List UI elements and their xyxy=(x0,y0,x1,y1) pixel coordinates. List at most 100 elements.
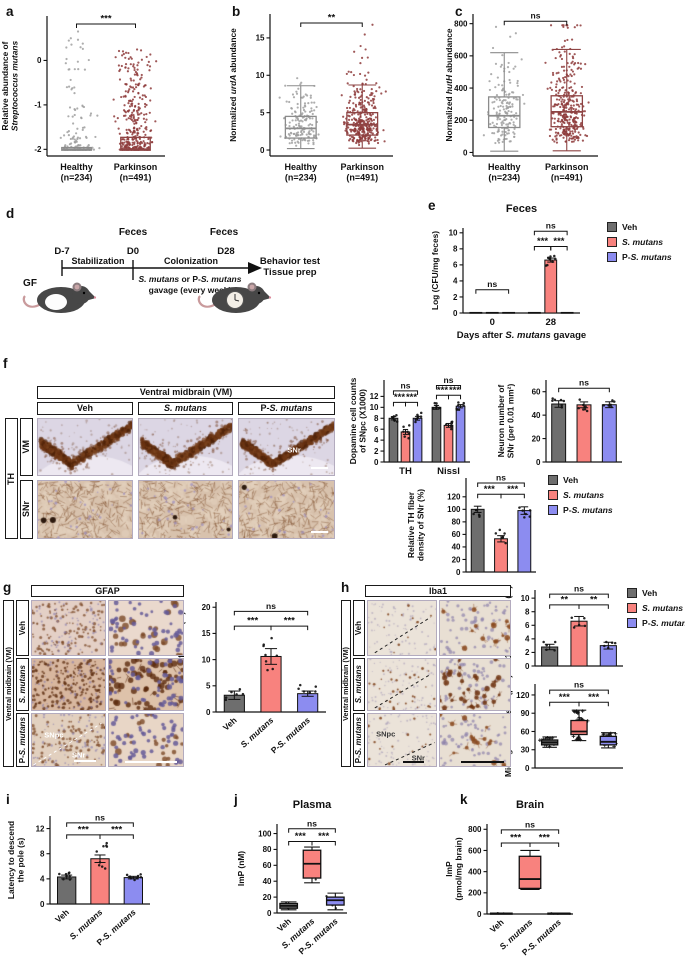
svg-text:200: 200 xyxy=(468,889,482,898)
svg-text:0: 0 xyxy=(490,317,495,328)
svg-text:8: 8 xyxy=(453,245,458,254)
svg-text:8: 8 xyxy=(525,608,530,617)
micrograph-gfap-veh-high xyxy=(108,600,184,656)
svg-text:ns: ns xyxy=(525,819,535,829)
svg-text:Feces: Feces xyxy=(506,203,537,215)
f-row-label-vm-text: VM xyxy=(21,440,31,454)
f-row-label-snr: SNr xyxy=(20,480,33,539)
svg-text:GF: GF xyxy=(23,278,37,289)
svg-text:90: 90 xyxy=(521,709,530,718)
svg-text:28: 28 xyxy=(545,317,556,328)
legend-groups-e: Veh S. mutans P-S. mutans xyxy=(607,219,672,264)
svg-text:600: 600 xyxy=(454,52,468,61)
svg-text:***: *** xyxy=(507,484,518,495)
svg-text:Dopamine cell counts: Dopamine cell counts xyxy=(348,377,358,464)
svg-text:0: 0 xyxy=(456,568,461,577)
svg-text:***: *** xyxy=(100,14,111,25)
chart-feces-cfu: Feces 0 2 4 6 8 10 Log (CFU/mg feces) ns *** *** ns… xyxy=(430,203,586,341)
svg-text:0: 0 xyxy=(536,458,541,467)
chart-microglia-soma-size: 0306090120Microglia soma size (µm²)*****… xyxy=(503,675,623,777)
svg-text:D28: D28 xyxy=(217,246,234,257)
legend-groups-f: Veh S. mutans P-S. mutans xyxy=(548,472,613,517)
svg-text:Latency to descend: Latency to descend xyxy=(6,821,16,899)
micrograph-gfap-s-mutans-low xyxy=(31,658,106,711)
micrograph-region-label: SNr xyxy=(287,445,301,455)
svg-text:400: 400 xyxy=(454,84,468,93)
legend-item-0: Veh xyxy=(627,585,685,600)
svg-text:***: *** xyxy=(537,236,548,247)
svg-text:60: 60 xyxy=(263,861,272,870)
g-row-label-text: P-S. mutans xyxy=(17,716,27,764)
legend-label: S. mutans xyxy=(642,602,684,613)
svg-text:(n=491): (n=491) xyxy=(120,173,152,183)
svg-text:**: ** xyxy=(561,594,569,605)
legend-label: Veh xyxy=(642,587,658,598)
legend-swatch xyxy=(627,617,637,628)
svg-text:20: 20 xyxy=(202,603,211,612)
region-boundary-dashed-line xyxy=(384,742,435,766)
h-row-label-s-mutans: S. mutans xyxy=(353,658,365,711)
svg-text:(n=491): (n=491) xyxy=(346,173,378,183)
svg-text:Veh: Veh xyxy=(488,917,506,935)
g-row-label-text: Veh xyxy=(17,620,27,636)
legend-swatch xyxy=(627,602,637,613)
svg-text:***: *** xyxy=(449,385,460,396)
svg-text:8: 8 xyxy=(374,414,379,423)
legend-swatch xyxy=(627,587,637,598)
svg-text:2: 2 xyxy=(453,293,458,302)
scale-bar xyxy=(74,759,97,762)
svg-text:Relative TH fiber: Relative TH fiber xyxy=(406,491,416,558)
scale-bar xyxy=(311,467,329,470)
legend-label: Veh xyxy=(622,221,638,232)
svg-text:2: 2 xyxy=(374,447,379,456)
svg-text:***: *** xyxy=(510,833,521,844)
svg-text:(n=234): (n=234) xyxy=(285,173,317,183)
h-header-iba1: Iba1 xyxy=(365,585,511,597)
svg-text:80: 80 xyxy=(263,845,272,854)
region-boundary-dashed-line xyxy=(374,673,431,709)
micrograph-iba1-s-mutans-high xyxy=(439,658,511,711)
svg-text:15: 15 xyxy=(202,629,211,638)
svg-text:**: ** xyxy=(590,594,598,605)
micrograph-canvas xyxy=(109,659,183,710)
svg-text:5: 5 xyxy=(260,108,265,117)
micrograph-region-label: SNr xyxy=(72,750,86,760)
panel-a-label: a xyxy=(6,4,14,19)
micrograph-canvas xyxy=(368,659,436,710)
g-row-label-ps-mutans: P-S. mutans xyxy=(16,713,29,767)
svg-text:0: 0 xyxy=(525,662,530,671)
legend-label: P-S. mutans xyxy=(642,617,685,628)
svg-text:P-S. mutans: P-S. mutans xyxy=(269,715,312,755)
svg-text:800: 800 xyxy=(454,19,468,28)
svg-text:**: ** xyxy=(328,12,336,23)
chart-urdA-abundance: 0 5 10 15 Normalized urdA abundance ** Healthy… xyxy=(228,12,393,183)
svg-text:density of SNr (%): density of SNr (%) xyxy=(416,489,426,561)
svg-text:12: 12 xyxy=(370,392,379,401)
svg-text:the pole (s): the pole (s) xyxy=(16,837,26,882)
svg-text:120: 120 xyxy=(447,493,461,502)
svg-text:0: 0 xyxy=(453,309,458,318)
svg-text:120: 120 xyxy=(516,691,530,700)
micrograph-region-label: SNr xyxy=(411,753,425,763)
g-side-label-text: Ventral midbrain (VM) xyxy=(3,646,13,721)
panel-b-label: b xyxy=(232,4,241,19)
micrograph-gfap-veh-low xyxy=(31,600,106,656)
svg-text:800: 800 xyxy=(468,825,482,834)
svg-text:Relative abundance of: Relative abundance of xyxy=(0,41,10,130)
svg-text:20: 20 xyxy=(263,893,272,902)
svg-text:0: 0 xyxy=(477,910,482,919)
svg-text:Veh: Veh xyxy=(221,715,239,733)
svg-text:(n=234): (n=234) xyxy=(61,173,93,183)
h-side-label-ventral-midbrain: Ventral midbrain (VM) xyxy=(341,600,351,767)
svg-text:40: 40 xyxy=(263,877,272,886)
svg-text:30: 30 xyxy=(521,746,530,755)
micrograph-canvas xyxy=(139,481,232,538)
svg-text:0: 0 xyxy=(206,708,211,717)
svg-text:***: *** xyxy=(539,833,550,844)
svg-text:ns: ns xyxy=(487,279,497,289)
micrograph-canvas xyxy=(109,601,183,655)
svg-text:***: *** xyxy=(484,484,495,495)
svg-text:ImP: ImP xyxy=(444,861,454,877)
